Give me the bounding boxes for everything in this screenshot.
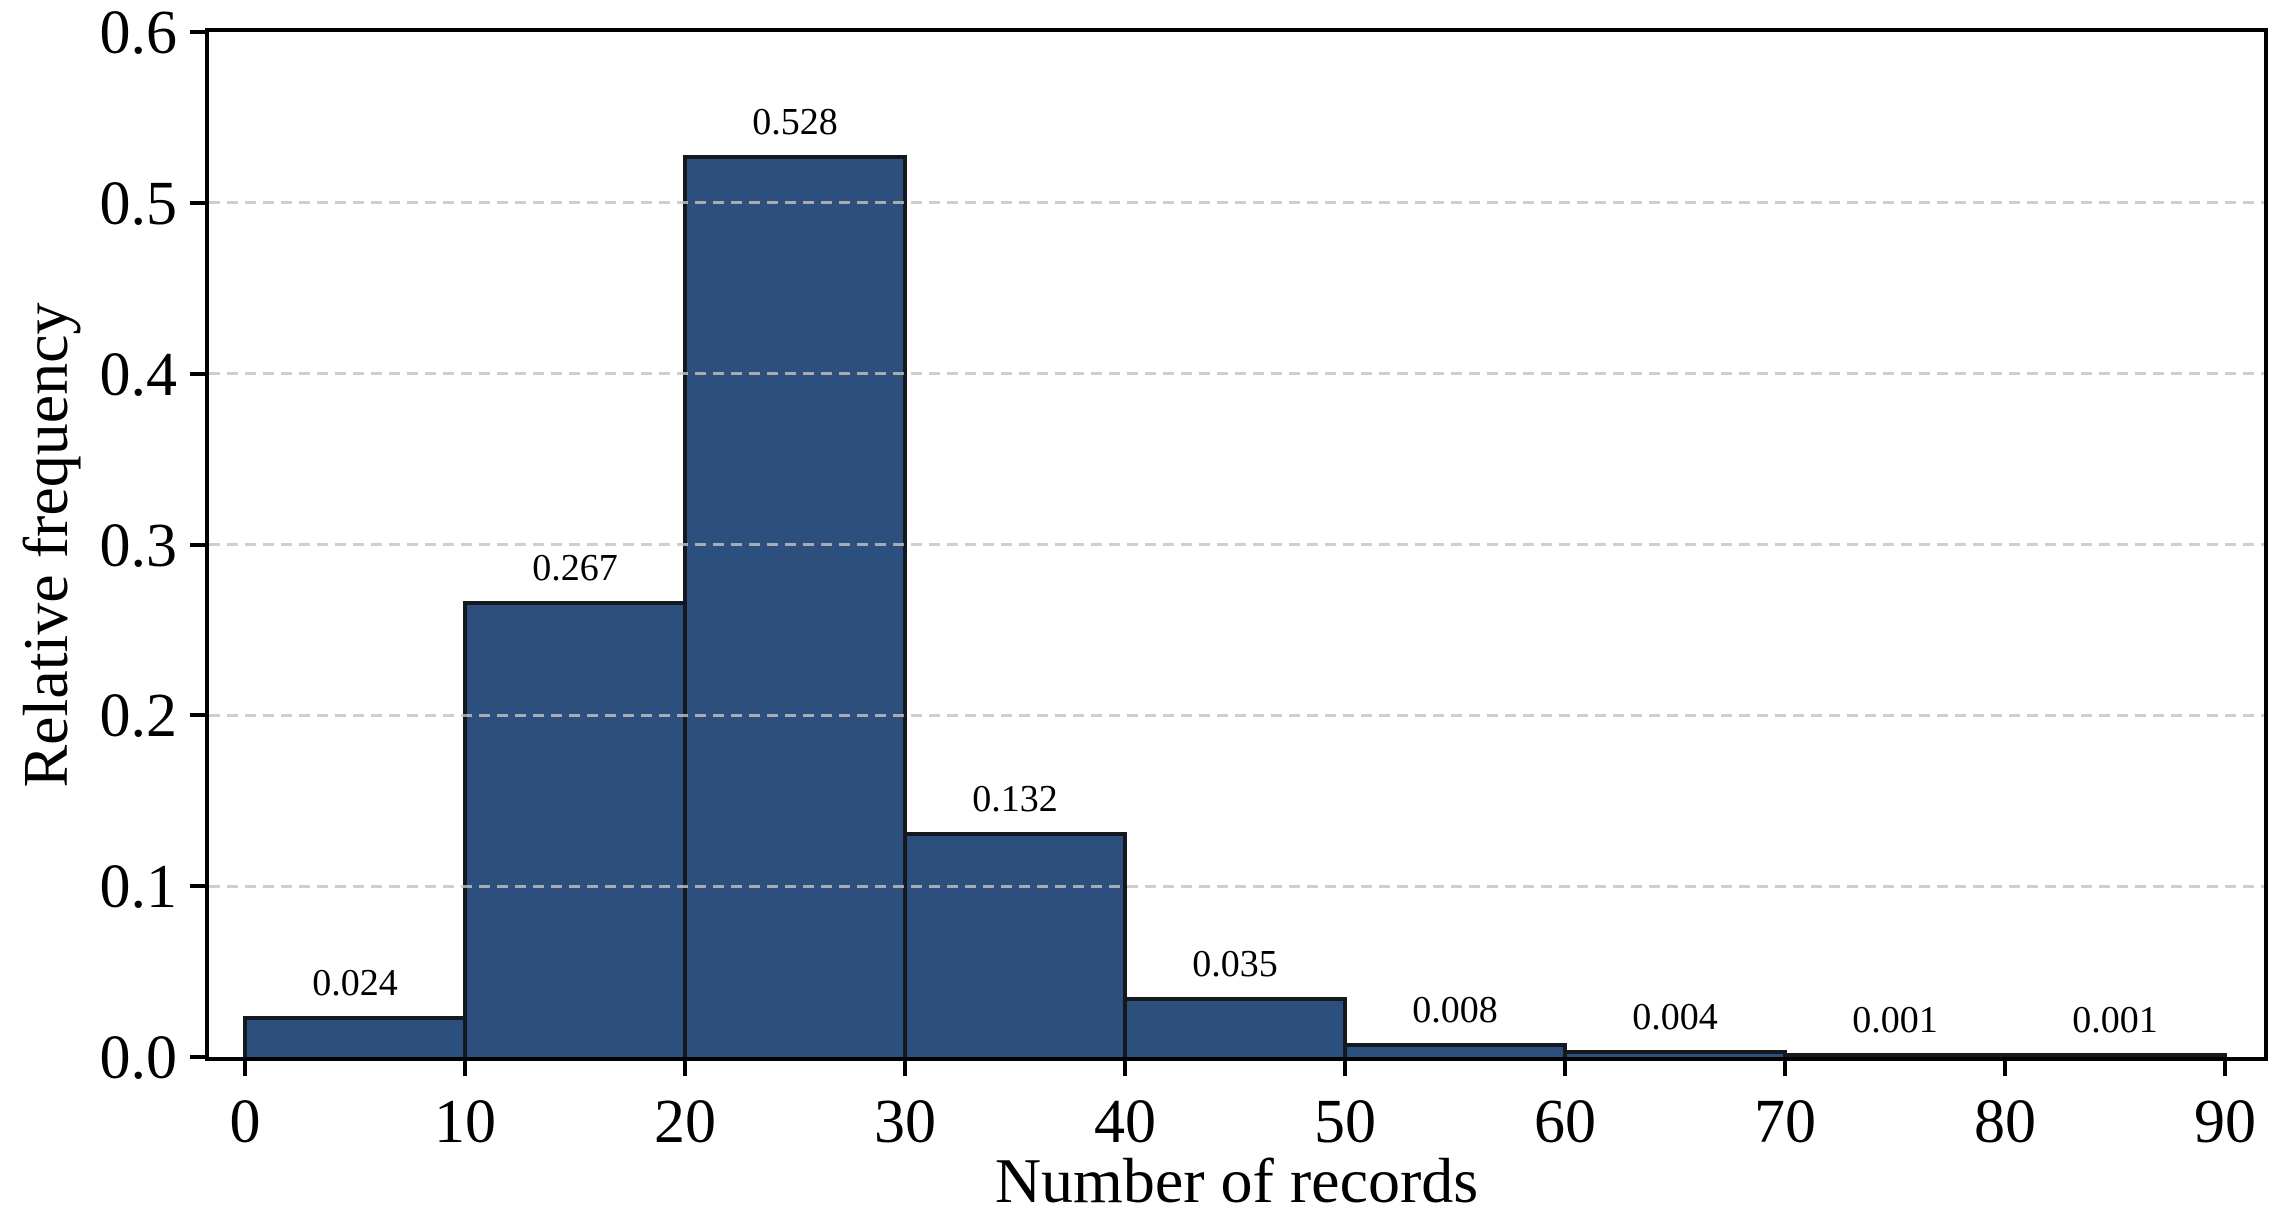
x-tick-label: 60 — [1534, 1088, 1596, 1156]
bar-value-label: 0.132 — [972, 777, 1058, 820]
x-tick — [1123, 1061, 1127, 1076]
bar-value-label: 0.528 — [752, 101, 838, 143]
x-tick — [1563, 1061, 1567, 1076]
y-tick-label: 0.2 — [99, 682, 178, 751]
x-tick-label: 10 — [434, 1088, 496, 1156]
y-tick-label: 0.6 — [99, 0, 178, 67]
bar-value-label: 0.267 — [532, 546, 618, 589]
bar — [1563, 1050, 1787, 1057]
x-tick — [463, 1061, 467, 1076]
gridline — [209, 884, 2264, 888]
x-tick-label: 70 — [1754, 1088, 1816, 1156]
y-tick-label: 0.4 — [99, 340, 178, 409]
gridline — [209, 543, 2264, 546]
y-axis-label: Relative frequency — [10, 301, 81, 788]
bar — [683, 155, 907, 1057]
x-tick-label: 50 — [1314, 1088, 1376, 1156]
x-tick — [1783, 1061, 1787, 1076]
y-tick-label: 0.5 — [99, 169, 178, 238]
x-tick-label: 0 — [229, 1088, 261, 1156]
y-tick — [190, 371, 205, 376]
bar — [903, 831, 1127, 1057]
x-tick — [1343, 1061, 1347, 1076]
x-tick-label: 80 — [1974, 1088, 2036, 1156]
bar-value-label: 0.001 — [2072, 999, 2158, 1041]
bar — [2003, 1053, 2227, 1057]
x-tick-label: 40 — [1094, 1088, 1156, 1156]
y-tick — [190, 542, 205, 547]
bar-value-label: 0.024 — [312, 962, 398, 1004]
y-tick — [190, 1055, 205, 1059]
y-tick-label: 0.0 — [99, 1024, 178, 1092]
gridline — [209, 372, 2264, 376]
y-tick — [190, 200, 205, 205]
y-tick — [190, 713, 205, 718]
x-tick-label: 30 — [874, 1088, 936, 1156]
bar-value-label: 0.035 — [1192, 943, 1278, 986]
y-tick — [190, 30, 205, 34]
y-tick-label: 0.3 — [99, 511, 178, 580]
x-tick — [903, 1061, 907, 1076]
x-tick — [2003, 1061, 2007, 1076]
bar — [1343, 1043, 1567, 1057]
gridline — [209, 713, 2264, 717]
x-tick — [243, 1061, 247, 1076]
bar — [243, 1016, 467, 1057]
bar-value-label: 0.008 — [1412, 989, 1498, 1032]
bar-value-label: 0.001 — [1852, 999, 1938, 1041]
x-tick-label: 90 — [2194, 1088, 2256, 1156]
x-axis-label: Number of records — [994, 1145, 1479, 1216]
y-tick-label: 0.1 — [99, 853, 178, 922]
bar-value-label: 0.004 — [1632, 996, 1718, 1039]
gridline — [209, 201, 2264, 205]
x-tick — [2223, 1061, 2227, 1076]
y-tick — [190, 884, 205, 889]
bar — [1783, 1053, 2007, 1057]
x-tick-label: 20 — [654, 1088, 716, 1156]
x-tick — [683, 1061, 687, 1076]
bar — [1123, 997, 1347, 1057]
bar — [463, 600, 687, 1057]
